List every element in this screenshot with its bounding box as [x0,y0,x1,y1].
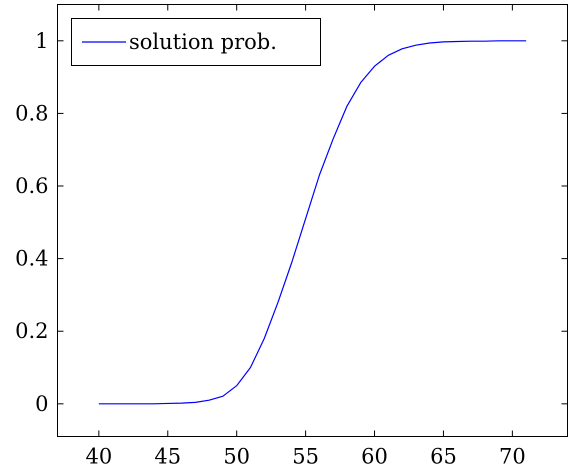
data-point [126,403,127,404]
data-point [236,385,237,386]
data-point [429,43,430,44]
data-point [415,45,416,46]
series-layer [98,40,527,405]
data-point [264,338,265,339]
x-tick-label: 50 [223,445,250,469]
data-point [112,403,113,404]
data-point [319,175,320,176]
data-point [360,82,361,83]
x-tick-label: 40 [85,445,112,469]
data-point [305,218,306,219]
data-point [154,403,155,404]
data-point [443,41,444,42]
data-point [209,400,210,401]
data-point [167,403,168,404]
y-tick-label: 1 [35,29,48,53]
data-point [471,41,472,42]
data-point [195,402,196,403]
data-point [512,40,513,41]
data-point [98,403,99,404]
x-tick-label: 70 [499,445,526,469]
data-point [498,40,499,41]
data-point [291,262,292,263]
x-tick-label: 60 [361,445,388,469]
data-point [526,40,527,41]
data-point [484,41,485,42]
data-point [388,55,389,56]
data-point [374,66,375,67]
data-point [223,396,224,397]
data-point [250,367,251,368]
legend-label-solution-prob: solution prob. [129,30,277,54]
ticks-layer: 40 45 50 55 60 65 70 0 0.2 0.4 0.6 0.8 1 [15,4,568,469]
data-point [181,403,182,404]
y-tick-label: 0 [35,392,48,416]
x-tick-label: 45 [154,445,181,469]
x-tick-label: 55 [292,445,319,469]
data-point [402,48,403,49]
data-point [347,106,348,107]
y-tick-label: 0.2 [15,319,48,343]
y-tick-label: 0.8 [15,101,48,125]
series-line-solution-prob [98,40,527,405]
data-point [140,403,141,404]
x-tick-label: 65 [430,445,457,469]
y-tick-label: 0.6 [15,174,48,198]
y-tick-label: 0.4 [15,247,48,271]
data-point [457,41,458,42]
data-point [333,138,334,139]
legend: solution prob. [71,18,321,66]
data-point [278,302,279,303]
axes-frame [57,4,568,437]
